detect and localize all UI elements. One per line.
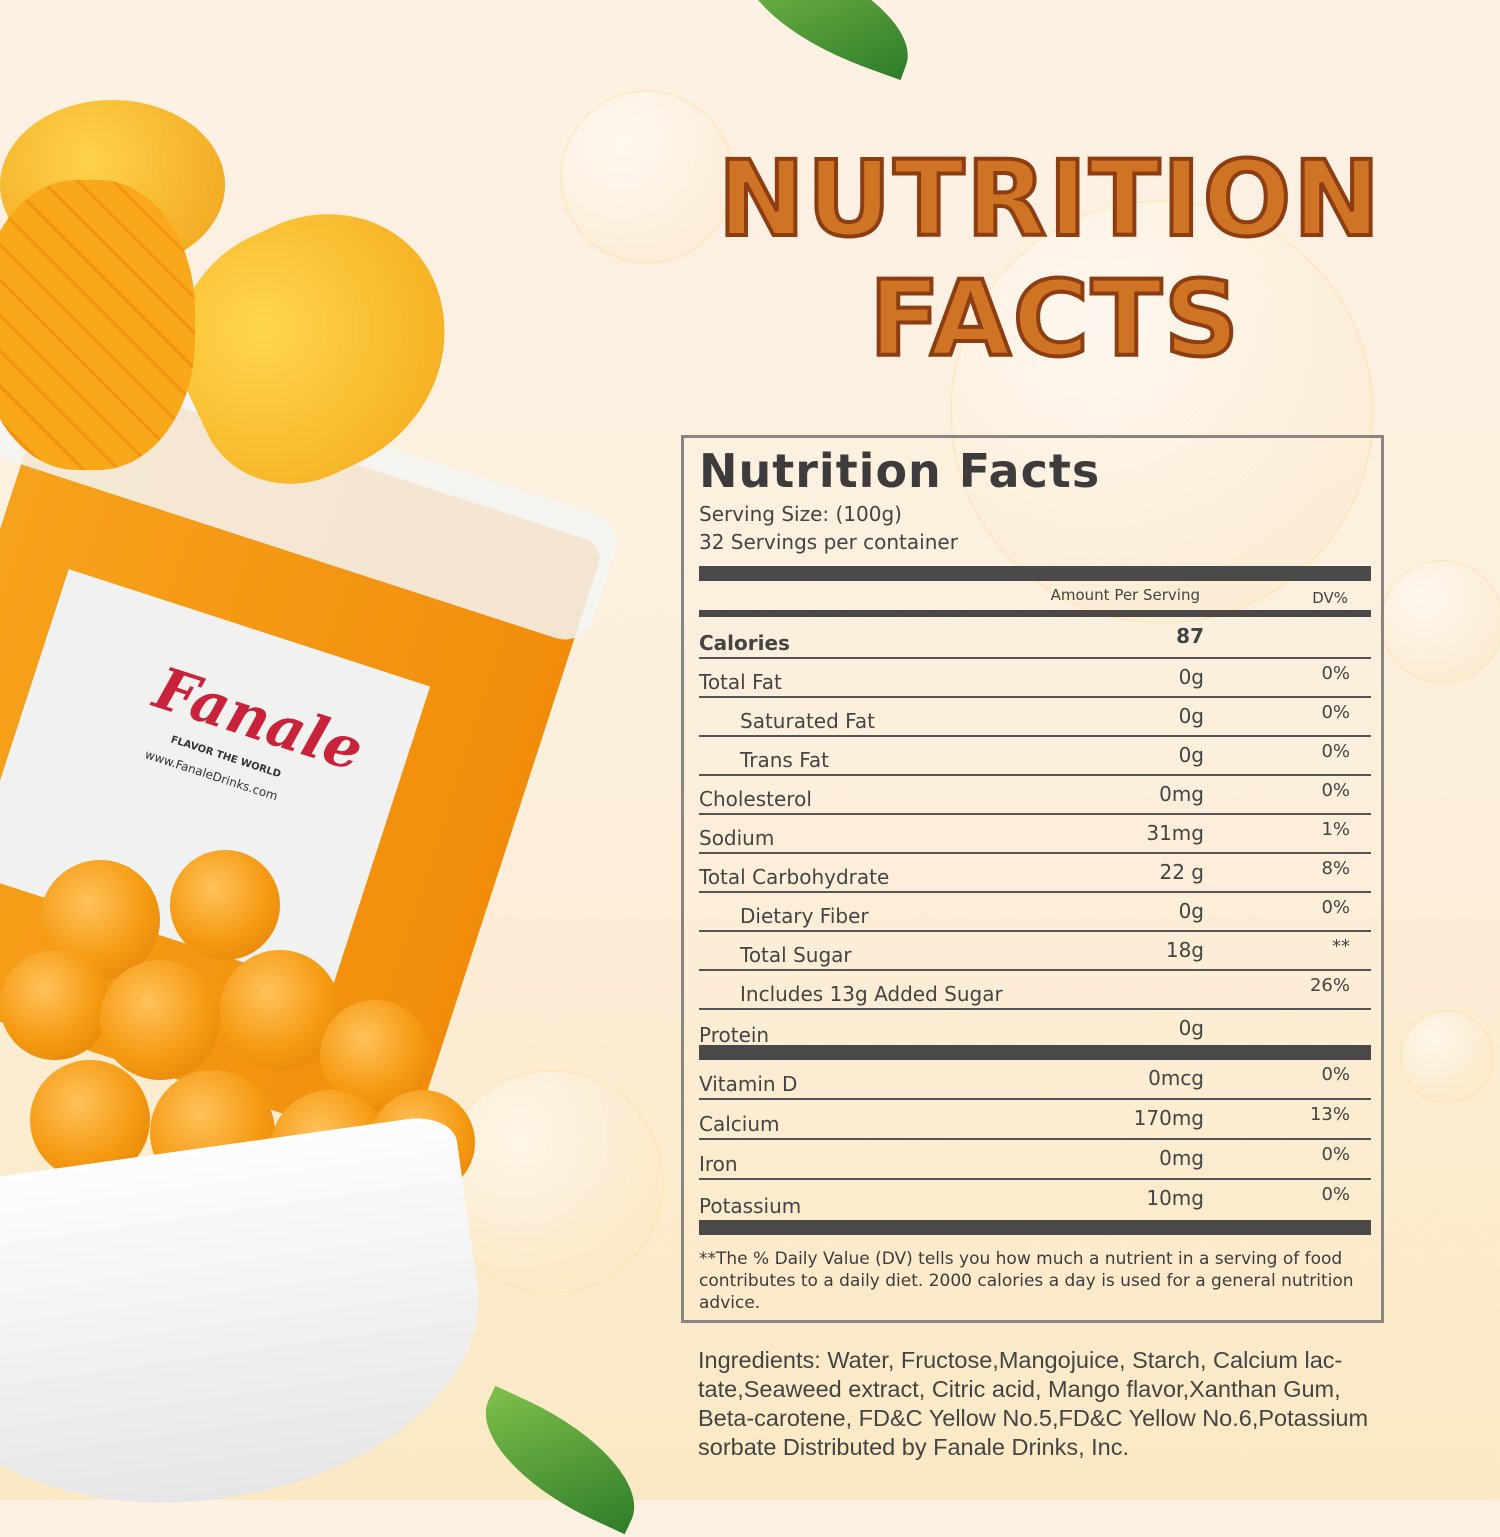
nutrient-row: Saturated Fat 0g 0% — [699, 698, 1371, 737]
nutrient-row: Iron 0mg 0% — [699, 1140, 1371, 1180]
nutrition-facts-panel: Nutrition Facts Serving Size: (100g) 32 … — [681, 435, 1384, 1323]
nutrient-dv: 0% — [1321, 702, 1350, 723]
column-header-amount: Amount Per Serving — [1050, 586, 1200, 604]
serving-size: Serving Size: (100g) — [699, 502, 902, 526]
divider-thick — [699, 566, 1371, 581]
hero-title: NUTRITION FACTS — [720, 136, 1382, 370]
ingredients-text: Ingredients: Water, Fructose,Mangojuice,… — [698, 1347, 1369, 1460]
nutrient-amount: 0mg — [1159, 782, 1204, 806]
bubble-decoration — [440, 1070, 664, 1294]
mango-cut — [0, 180, 195, 470]
popping-boba — [170, 850, 280, 960]
nutrient-amount: 22 g — [1159, 860, 1204, 884]
footnote: **The % Daily Value (DV) tells you how m… — [699, 1249, 1354, 1313]
nutrient-row: Potassium 10mg 0% — [699, 1180, 1371, 1220]
nutrient-amount: 10mg — [1146, 1186, 1204, 1210]
nutrient-name: Potassium — [699, 1194, 802, 1218]
nutrient-amount: 31mg — [1146, 821, 1204, 845]
nutrient-row: Protein 0g — [699, 1010, 1371, 1049]
nutrient-name: Vitamin D — [699, 1072, 798, 1096]
nutrient-name: Total Fat — [699, 670, 782, 694]
nutrient-name: Calcium — [699, 1112, 780, 1136]
divider-thick — [699, 1045, 1371, 1060]
nutrient-name: Cholesterol — [699, 787, 812, 811]
nutrient-row: Calcium 170mg 13% — [699, 1100, 1371, 1140]
nutrient-row: Total Fat 0g 0% — [699, 659, 1371, 698]
nutrient-row: Cholesterol 0mg 0% — [699, 776, 1371, 815]
nutrient-amount: 0g — [1178, 665, 1204, 689]
nutrient-amount: 170mg — [1133, 1106, 1204, 1130]
nutrient-dv: 0% — [1321, 780, 1350, 801]
nutrient-amount: 18g — [1165, 938, 1204, 962]
bubble-decoration — [1380, 560, 1500, 684]
nutrient-dv: 8% — [1321, 858, 1350, 879]
nutrient-row: Dietary Fiber 0g 0% — [699, 893, 1371, 932]
panel-title: Nutrition Facts — [699, 444, 1101, 498]
nutrient-name: Total Carbohydrate — [699, 865, 890, 889]
nutrient-amount: 0g — [1178, 704, 1204, 728]
nutrient-row: Sodium 31mg 1% — [699, 815, 1371, 854]
bubble-decoration — [1400, 1010, 1494, 1104]
nutrient-row: Vitamin D 0mcg 0% — [699, 1060, 1371, 1100]
bowl — [0, 1112, 502, 1537]
nutrient-name: Trans Fat — [740, 748, 829, 772]
nutrient-dv: 0% — [1321, 1144, 1350, 1165]
nutrient-amount: 0g — [1178, 899, 1204, 923]
nutrient-row: Total Sugar 18g ** — [699, 932, 1371, 971]
nutrient-dv: 0% — [1321, 897, 1350, 918]
hero-title-line: NUTRITION — [720, 138, 1382, 260]
leaf-decoration — [722, 0, 928, 81]
nutrient-name: Dietary Fiber — [740, 904, 869, 928]
nutrient-amount: 87 — [1176, 624, 1204, 648]
hero-title-line: FACTS — [869, 258, 1241, 370]
bubble-decoration — [560, 90, 734, 264]
nutrient-name: Sodium — [699, 826, 775, 850]
nutrient-dv: 0% — [1321, 741, 1350, 762]
divider-medium — [699, 610, 1371, 617]
mineral-rows: Vitamin D 0mcg 0% Calcium 170mg 13% Iron 0mg 0% P… — [699, 1060, 1371, 1220]
nutrient-name: Includes 13g Added Sugar — [740, 982, 1003, 1006]
nutrient-rows: Calories 87 Total Fat 0g 0% Saturated Fat 0g 0%… — [699, 618, 1371, 1049]
servings-per-container: 32 Servings per container — [699, 530, 958, 554]
nutrient-dv: ** — [1332, 936, 1350, 957]
product-image: Fanale FLAVOR THE WORLD www.FanaleDrinks… — [0, 0, 640, 1537]
nutrient-amount: 0g — [1178, 743, 1204, 767]
bubble-decoration — [950, 200, 1374, 624]
nutrient-dv: 13% — [1309, 1104, 1350, 1125]
nutrient-name: Calories — [699, 631, 790, 655]
nutrient-name: Saturated Fat — [740, 709, 875, 733]
nutrient-amount: 0mg — [1159, 1146, 1204, 1170]
nutrient-name: Total Sugar — [740, 943, 852, 967]
nutrient-row: Trans Fat 0g 0% — [699, 737, 1371, 776]
nutrient-name: Iron — [699, 1152, 738, 1176]
nutrient-row: Calories 87 — [699, 618, 1371, 659]
nutrient-dv: 0% — [1321, 1064, 1350, 1085]
divider-thick — [699, 1220, 1371, 1235]
nutrient-dv: 26% — [1309, 975, 1350, 996]
popping-boba — [0, 950, 110, 1060]
popping-boba — [100, 960, 220, 1080]
nutrient-row: Total Carbohydrate 22 g 8% — [699, 854, 1371, 893]
nutrient-dv: 0% — [1321, 1184, 1350, 1205]
nutrient-amount: 0mcg — [1148, 1066, 1204, 1090]
column-header-dv: DV% — [1312, 589, 1348, 607]
nutrient-amount: 0g — [1178, 1016, 1204, 1040]
nutrient-dv: 1% — [1321, 819, 1350, 840]
nutrient-name: Protein — [699, 1023, 770, 1047]
nutrient-dv: 0% — [1321, 663, 1350, 684]
nutrient-row: Includes 13g Added Sugar 26% — [699, 971, 1371, 1010]
